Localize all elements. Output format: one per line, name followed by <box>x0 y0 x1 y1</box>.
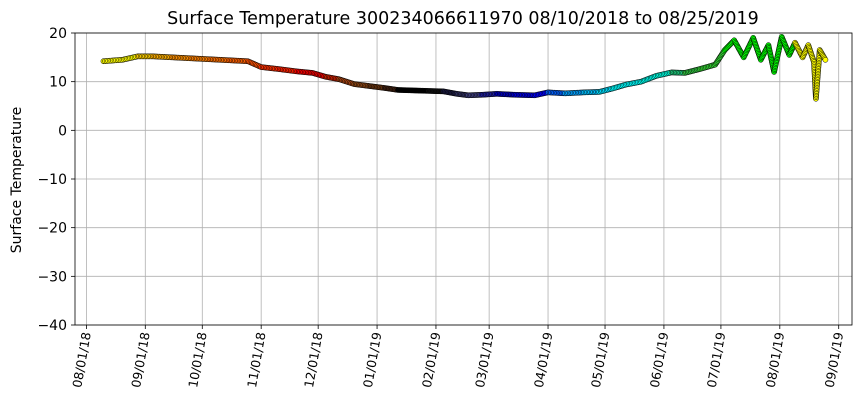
y-tick-label: −40 <box>37 318 67 334</box>
x-tick-label: 04/01/19 <box>531 331 556 389</box>
y-tick-label: −10 <box>37 172 67 188</box>
x-tick-label: 02/01/19 <box>419 331 444 389</box>
axis-layer: −40 −30 −20 −10 0 10 20 08/01/18 09/01/18 10/01/1… <box>37 26 846 389</box>
plot-frame <box>74 32 853 326</box>
temperature-marker <box>822 56 829 63</box>
y-tick-label: 20 <box>49 26 67 42</box>
x-tick-label: 09/01/18 <box>128 331 153 389</box>
data-layer <box>100 34 829 102</box>
x-tick-label: 10/01/18 <box>185 331 210 389</box>
y-tick-label: 0 <box>58 123 67 139</box>
y-axis-label: Surface Temperature <box>9 107 25 253</box>
x-tick-label: 03/01/19 <box>472 331 497 389</box>
x-tick-label: 01/01/19 <box>360 331 385 389</box>
y-tick-label: −30 <box>37 269 67 285</box>
x-tick-label: 09/01/19 <box>822 331 847 389</box>
y-tick-label: −20 <box>37 221 67 237</box>
x-tick-label: 07/01/19 <box>704 331 729 389</box>
grid-layer <box>75 32 852 326</box>
chart-title: Surface Temperature 300234066611970 08/1… <box>167 9 759 29</box>
x-tick-label: 08/01/18 <box>69 331 94 389</box>
x-tick-label: 05/01/19 <box>588 331 613 389</box>
x-tick-label: 12/01/18 <box>301 331 326 389</box>
x-tick-label: 06/01/19 <box>647 331 672 389</box>
x-tick-label: 08/01/19 <box>763 331 788 389</box>
y-tick-label: 10 <box>49 75 67 91</box>
x-tick-label: 11/01/18 <box>244 331 269 389</box>
